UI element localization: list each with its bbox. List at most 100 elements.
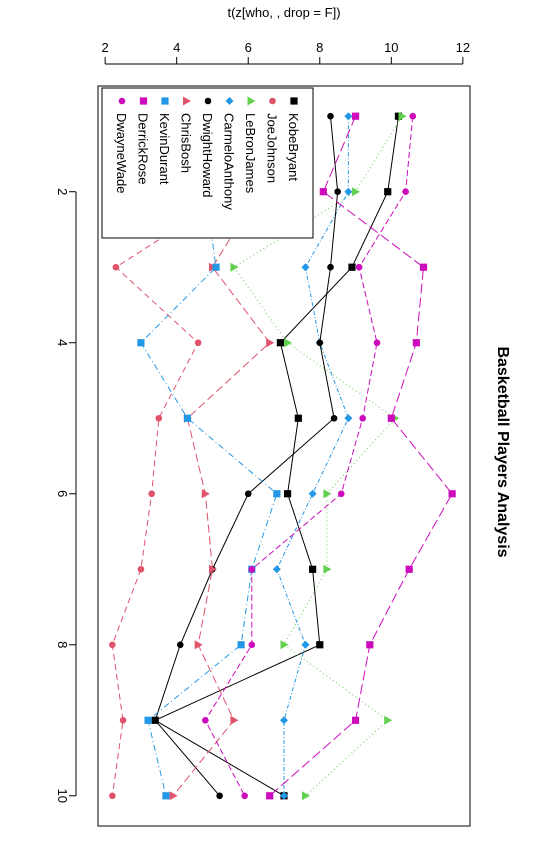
data-point	[344, 187, 353, 196]
series-line	[154, 116, 399, 797]
legend-label: KevinDurant	[157, 113, 172, 185]
legend-label: DwayneWade	[114, 113, 129, 193]
data-point	[405, 565, 413, 573]
legend-label: DerrickRose	[136, 113, 151, 185]
legend-item: JoeJohnson	[265, 97, 280, 183]
data-point	[387, 414, 395, 422]
series-DerrickRose	[266, 112, 456, 800]
data-point	[301, 263, 310, 272]
data-point	[316, 339, 324, 347]
index-tick-label: 10	[55, 789, 70, 803]
data-point	[109, 641, 116, 649]
value-axis-label: t(z[who, , drop = F])	[227, 5, 340, 20]
data-point	[280, 640, 289, 650]
data-point	[194, 640, 203, 650]
data-point	[344, 414, 353, 423]
data-point	[334, 188, 341, 196]
data-point	[280, 791, 288, 800]
data-point	[359, 414, 366, 422]
legend-box	[101, 87, 314, 239]
data-point	[355, 263, 363, 271]
data-point	[323, 564, 332, 574]
legend-marker	[204, 97, 212, 105]
legend-marker	[183, 96, 191, 106]
series-DwightHoward	[151, 112, 341, 800]
data-point	[176, 641, 184, 649]
legend-label: LeBronJames	[243, 113, 258, 194]
data-point	[162, 792, 170, 800]
data-point	[230, 262, 239, 272]
data-point	[398, 111, 407, 121]
plot-frame	[97, 85, 471, 827]
data-point	[248, 641, 256, 649]
legend-item: CarmeloAnthony	[222, 97, 237, 210]
index-tick-label: 4	[55, 339, 70, 346]
legend-marker	[118, 97, 126, 105]
data-point	[351, 716, 360, 724]
data-point	[323, 489, 332, 499]
data-point	[144, 716, 152, 724]
data-point	[148, 490, 155, 498]
legend-item: LeBronJames	[243, 96, 258, 194]
index-tick-label: 8	[55, 641, 70, 648]
data-point	[301, 791, 310, 801]
data-point	[280, 716, 288, 725]
data-point	[351, 112, 360, 120]
data-point	[241, 792, 248, 800]
data-point	[348, 263, 356, 271]
data-point	[202, 716, 209, 724]
data-point	[276, 339, 285, 347]
index-tick-label: 2	[55, 188, 70, 195]
data-point	[373, 339, 381, 347]
data-point	[194, 339, 202, 347]
value-tick-label: 6	[245, 40, 252, 55]
data-point	[384, 188, 392, 196]
data-point	[352, 187, 361, 197]
value-tick-label: 2	[102, 40, 109, 55]
data-point	[327, 263, 334, 271]
data-point	[201, 489, 210, 499]
series-DwayneWade	[202, 112, 417, 800]
legend-label: CarmeloAnthony	[222, 113, 237, 210]
data-point	[248, 565, 256, 573]
chart-title: Basketball Players Analysis	[494, 346, 511, 557]
data-point	[448, 490, 456, 498]
data-point	[109, 792, 116, 800]
data-point	[272, 565, 281, 574]
value-tick-label: 8	[316, 40, 323, 55]
value-tick-label: 4	[173, 40, 180, 55]
series-line	[140, 116, 278, 796]
data-point	[183, 414, 192, 422]
data-point	[208, 564, 217, 574]
legend-marker	[139, 97, 148, 105]
data-point	[319, 188, 327, 196]
data-point	[308, 489, 317, 498]
legend-marker	[269, 97, 276, 105]
data-point	[216, 792, 223, 800]
legend-marker	[247, 96, 256, 106]
plot-area: 2 4 6 8 10 12 2 4 6 8 10 t(z[who, , drop = F]) Baske…	[55, 5, 511, 827]
legend-label: ChrisBosh	[179, 113, 194, 173]
series-line	[204, 116, 414, 797]
data-point	[294, 414, 302, 422]
data-point	[266, 792, 274, 800]
data-point	[409, 112, 417, 120]
legend-item: ChrisBosh	[179, 96, 194, 173]
data-point	[337, 490, 345, 498]
data-point	[112, 263, 120, 271]
data-point	[283, 490, 292, 498]
data-point	[366, 641, 374, 649]
legend-label: DwightHoward	[200, 113, 215, 198]
data-point	[412, 339, 420, 347]
legend-label: JoeJohnson	[265, 113, 280, 183]
series-line	[276, 116, 349, 796]
legend-label: KobeBryant	[286, 113, 301, 181]
data-point	[137, 565, 145, 573]
data-point	[151, 716, 159, 724]
series-line	[269, 116, 453, 797]
data-point	[301, 640, 310, 649]
legend-marker	[161, 97, 169, 105]
value-tick-label: 10	[384, 40, 398, 55]
data-point	[230, 715, 239, 725]
